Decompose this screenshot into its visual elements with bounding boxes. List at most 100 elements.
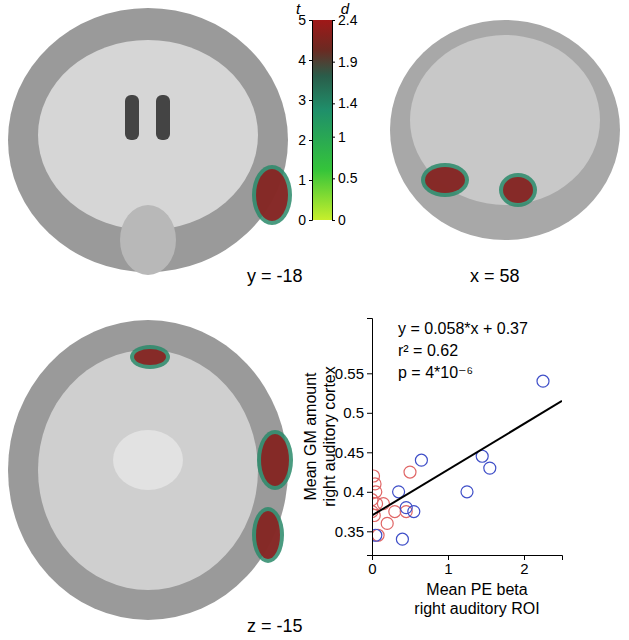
x-axis-title: right auditory ROI bbox=[414, 600, 539, 617]
axis-line bbox=[367, 319, 373, 556]
slice-label: z = -15 bbox=[247, 616, 303, 636]
point bbox=[415, 454, 427, 466]
x-axis-title: Mean PE beta bbox=[426, 581, 528, 598]
tick-label: 1 bbox=[444, 560, 452, 577]
tick-label: 2 bbox=[298, 132, 306, 148]
annotation: r² = 0.62 bbox=[398, 342, 458, 359]
tick-label: 0.5 bbox=[343, 404, 364, 421]
tick-label: 1.4 bbox=[338, 95, 358, 111]
white-matter bbox=[38, 350, 258, 590]
point bbox=[404, 466, 416, 478]
tick-label: 1 bbox=[338, 129, 346, 145]
tick: 0.5 bbox=[332, 170, 358, 186]
axis-line bbox=[373, 556, 563, 561]
axis: 0 1 2 3 4 5 bbox=[298, 12, 312, 228]
tick: 2 bbox=[520, 555, 528, 577]
y-axis-title: Mean GM amount bbox=[302, 372, 319, 501]
tick: 0.35 bbox=[335, 523, 372, 540]
tick-label: 0.35 bbox=[335, 523, 364, 540]
tick: 0 bbox=[298, 212, 312, 228]
tick-mark bbox=[309, 20, 312, 21]
tick-label: 0.55 bbox=[335, 365, 364, 382]
tick-label: 3 bbox=[298, 92, 306, 108]
tick: 0.4 bbox=[343, 483, 372, 500]
tick-mark bbox=[367, 373, 372, 374]
point bbox=[400, 502, 412, 514]
point bbox=[484, 462, 496, 474]
tick: 1 bbox=[444, 555, 452, 577]
colorbar-title: t bbox=[296, 0, 301, 17]
tick-label: 4 bbox=[298, 52, 306, 68]
tick-label: 0 bbox=[368, 560, 376, 577]
point bbox=[408, 506, 420, 518]
slice-label: y = -18 bbox=[247, 266, 303, 286]
tick: 1.9 bbox=[332, 54, 358, 70]
tick: 4 bbox=[298, 52, 312, 68]
tick-mark bbox=[332, 178, 335, 179]
axis: 00.511.41.92.4 bbox=[332, 12, 358, 228]
point bbox=[381, 517, 393, 529]
slice-label: x = 58 bbox=[470, 266, 520, 286]
point bbox=[389, 506, 401, 518]
tick: 0 bbox=[368, 555, 376, 577]
axis-line bbox=[309, 21, 313, 221]
point bbox=[461, 486, 473, 498]
tick-mark bbox=[332, 137, 335, 138]
tick-mark bbox=[309, 220, 312, 221]
tick-label: 0 bbox=[338, 212, 346, 228]
sagittal-slice bbox=[390, 20, 620, 240]
activation-core bbox=[256, 511, 280, 559]
point bbox=[372, 529, 382, 541]
tick-mark bbox=[332, 103, 335, 104]
white-matter bbox=[38, 40, 258, 230]
tick-mark bbox=[367, 531, 372, 532]
axis-line bbox=[333, 21, 336, 221]
tick: 0.55 bbox=[335, 365, 372, 382]
annotation: p = 4*10⁻⁶ bbox=[398, 364, 473, 381]
tick: 1 bbox=[298, 172, 312, 188]
activation-edge bbox=[252, 507, 284, 563]
axis: 0.35 0.4 0.45 0.5 0.55 bbox=[335, 319, 373, 556]
activation-edge bbox=[499, 173, 537, 207]
ventricle bbox=[156, 95, 170, 140]
tick-label: 2 bbox=[520, 560, 528, 577]
tick: 5 bbox=[298, 12, 312, 28]
tick-label: 0 bbox=[298, 212, 306, 228]
tick-mark bbox=[367, 452, 372, 453]
tick-mark bbox=[367, 492, 372, 493]
tick-label: 1 bbox=[298, 172, 306, 188]
plot-area bbox=[372, 375, 562, 545]
ventricle bbox=[125, 95, 139, 140]
tick-mark bbox=[309, 60, 312, 61]
tick: 1.4 bbox=[332, 95, 358, 111]
tick-label: 0.45 bbox=[335, 444, 364, 461]
tick-label: 0.5 bbox=[338, 170, 358, 186]
annotation: y = 0.058*x + 0.37 bbox=[398, 320, 528, 337]
tick: 0.45 bbox=[335, 444, 372, 461]
colorbar bbox=[312, 20, 332, 220]
brainstem bbox=[113, 430, 183, 490]
tick-mark bbox=[332, 220, 335, 221]
tick-mark bbox=[367, 413, 372, 414]
activation-core bbox=[425, 167, 465, 193]
tick: 0 bbox=[332, 212, 346, 228]
tick: 3 bbox=[298, 92, 312, 108]
fit-line bbox=[372, 401, 562, 516]
axial-slice bbox=[8, 320, 293, 620]
brainstem bbox=[120, 205, 176, 275]
tick-label: 1.9 bbox=[338, 54, 358, 70]
tick: 0.5 bbox=[343, 404, 372, 421]
tick-mark bbox=[309, 180, 312, 181]
brain-outline bbox=[8, 320, 288, 620]
point bbox=[372, 470, 380, 482]
activation-core bbox=[256, 169, 288, 221]
tick: 2 bbox=[298, 132, 312, 148]
tick-mark bbox=[332, 20, 335, 21]
tick-mark bbox=[332, 62, 335, 63]
activation-core bbox=[134, 349, 166, 365]
tick-mark bbox=[309, 140, 312, 141]
y-axis-title: right auditory cortex bbox=[321, 366, 338, 507]
activation-core bbox=[261, 434, 289, 486]
activation-edge bbox=[252, 165, 292, 225]
activation-edge bbox=[257, 430, 293, 490]
